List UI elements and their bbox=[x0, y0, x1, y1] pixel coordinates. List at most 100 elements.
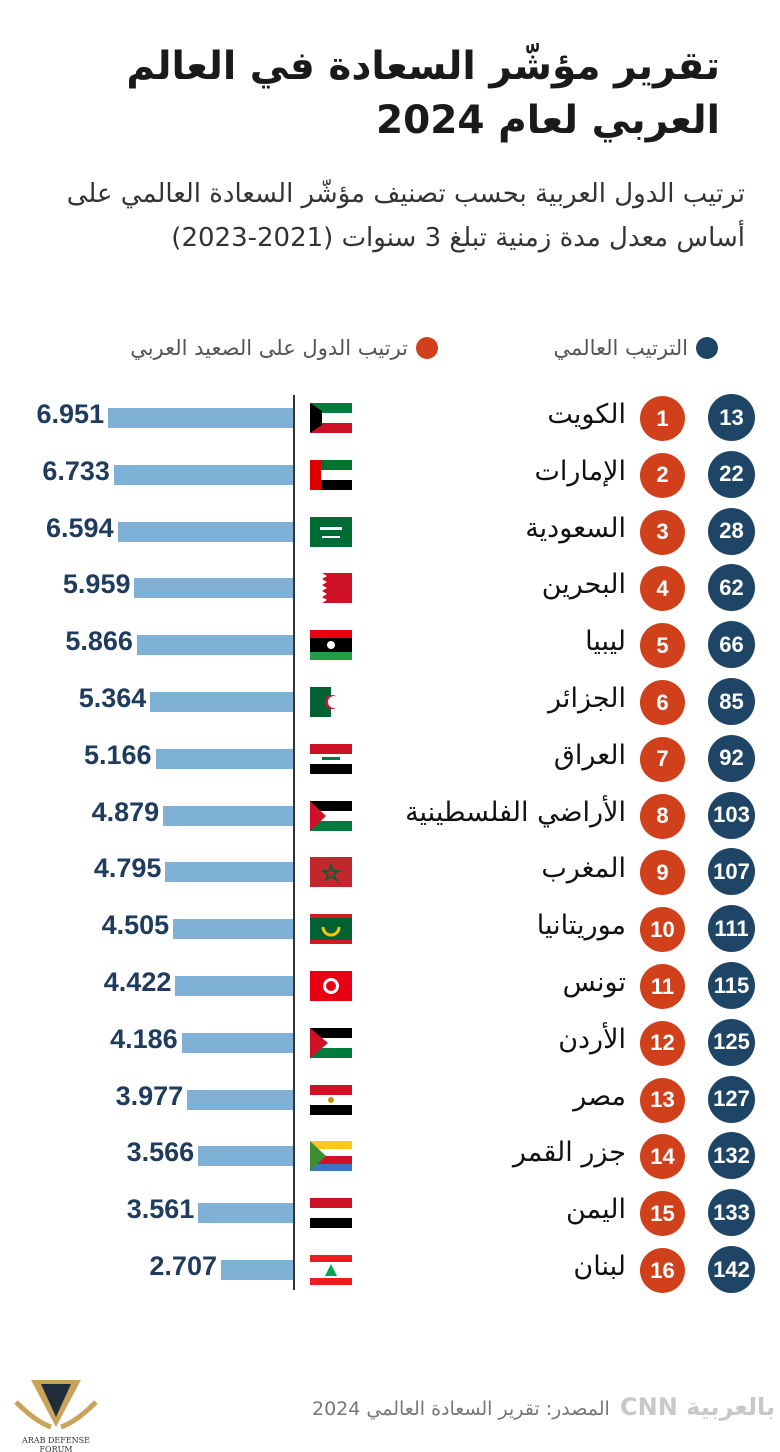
value-label: 4.879 bbox=[91, 796, 160, 827]
iraq-flag-icon bbox=[310, 743, 352, 774]
arab-rank-badge: 11 bbox=[640, 964, 685, 1009]
world-rank-badge: 103 bbox=[708, 791, 755, 839]
world-rank-badge: 22 bbox=[708, 450, 755, 498]
world-rank-badge: 66 bbox=[708, 621, 755, 669]
bar bbox=[150, 692, 293, 712]
bar bbox=[165, 862, 293, 883]
arab-rank-badge: 6 bbox=[640, 680, 685, 725]
arab-rank-badge: 8 bbox=[640, 793, 685, 839]
country-name: الإمارات bbox=[534, 455, 626, 487]
country-name: اليمن bbox=[565, 1194, 626, 1226]
bar bbox=[117, 521, 293, 542]
world-rank-badge: 92 bbox=[708, 734, 755, 782]
arab-rank-badge: 9 bbox=[640, 850, 685, 896]
palestine-flag-icon bbox=[310, 800, 352, 831]
saudi-flag-icon bbox=[310, 516, 352, 547]
bahrain-flag-icon bbox=[310, 573, 352, 604]
world-rank-badge: 13 bbox=[708, 394, 755, 441]
bar bbox=[175, 976, 293, 996]
legend-arab-label: ترتيب الدول على الصعيد العربي bbox=[130, 336, 408, 360]
chart-row: 3.566 جزر القمر 14 132 bbox=[0, 1131, 780, 1181]
world-rank-badge: 127 bbox=[708, 1075, 755, 1123]
morocco-flag-icon bbox=[310, 857, 352, 888]
value-label: 3.977 bbox=[115, 1080, 184, 1111]
kuwait-flag-icon bbox=[310, 403, 352, 433]
arab-rank-badge: 2 bbox=[640, 452, 685, 498]
country-name: السعودية bbox=[525, 512, 626, 544]
value-label: 6.594 bbox=[46, 512, 114, 543]
jordan-flag-icon bbox=[310, 1027, 352, 1058]
country-name: المغرب bbox=[541, 853, 626, 885]
arab-rank-badge: 16 bbox=[640, 1248, 685, 1293]
chart-row: 5.959 البحرين 4 62 bbox=[0, 563, 780, 613]
world-rank-badge: 133 bbox=[708, 1189, 755, 1237]
world-dot-icon bbox=[696, 337, 718, 359]
chart-row: 4.879 الأراضي الفلسطينية 8 103 bbox=[0, 791, 780, 841]
world-rank-badge: 115 bbox=[708, 962, 755, 1009]
value-label: 2.707 bbox=[149, 1251, 217, 1281]
bar bbox=[136, 635, 293, 656]
chart-row: 4.422 تونس 11 115 bbox=[0, 961, 780, 1011]
country-name: ليبيا bbox=[585, 626, 626, 658]
chart-row: 6.733 الإمارات 2 22 bbox=[0, 450, 780, 500]
chart-row: 3.977 مصر 13 127 bbox=[0, 1075, 780, 1125]
arab-rank-badge: 10 bbox=[640, 907, 685, 953]
world-rank-badge: 85 bbox=[708, 678, 755, 725]
legend-world: الترتيب العالمي bbox=[554, 336, 718, 360]
bar bbox=[198, 1146, 293, 1167]
yemen-flag-icon bbox=[310, 1198, 352, 1229]
arab-defense-forum-logo: ARAB DEFENSE FORUM bbox=[6, 1372, 106, 1452]
country-name: الكويت bbox=[547, 399, 626, 430]
world-rank-badge: 132 bbox=[708, 1132, 755, 1180]
arab-rank-badge: 14 bbox=[640, 1134, 685, 1180]
bar bbox=[113, 464, 293, 485]
chart-row: 6.951 الكويت 1 13 bbox=[0, 393, 780, 443]
country-name: مصر bbox=[573, 1080, 626, 1112]
value-label: 5.364 bbox=[78, 683, 147, 713]
mauritania-flag-icon bbox=[310, 914, 352, 945]
chart-row: 5.364 الجزائر 6 85 bbox=[0, 677, 780, 727]
chart-row: 4.186 الأردن 12 125 bbox=[0, 1018, 780, 1068]
arab-rank-badge: 7 bbox=[640, 736, 685, 782]
arab-rank-badge: 15 bbox=[640, 1191, 685, 1237]
subtitle: ترتيب الدول العربية بحسب تصنيف مؤشّر الس… bbox=[66, 179, 745, 253]
lebanon-flag-icon bbox=[310, 1255, 352, 1285]
bar bbox=[163, 805, 293, 826]
value-label: 5.959 bbox=[62, 569, 131, 600]
country-name: الجزائر bbox=[548, 683, 626, 714]
chart-row: 2.707 لبنان 16 142 bbox=[0, 1245, 780, 1295]
value-label: 5.166 bbox=[84, 739, 152, 770]
country-name: تونس bbox=[562, 967, 626, 998]
country-name: البحرين bbox=[541, 569, 626, 601]
bar bbox=[134, 578, 293, 599]
value-label: 6.733 bbox=[42, 455, 110, 486]
algeria-flag-icon bbox=[310, 687, 352, 717]
bar bbox=[220, 1260, 293, 1280]
bar bbox=[155, 748, 293, 769]
bar bbox=[108, 408, 293, 428]
value-label: 4.422 bbox=[103, 967, 172, 997]
chart-row: 4.505 موريتانيا 10 111 bbox=[0, 904, 780, 954]
world-rank-badge: 142 bbox=[708, 1246, 755, 1293]
world-rank-badge: 28 bbox=[708, 507, 755, 555]
bar bbox=[198, 1203, 293, 1224]
world-rank-badge: 107 bbox=[708, 848, 755, 896]
legend-world-label: الترتيب العالمي bbox=[553, 336, 688, 360]
bar bbox=[181, 1032, 293, 1053]
country-name: لبنان bbox=[573, 1251, 626, 1282]
tunisia-flag-icon bbox=[310, 971, 352, 1001]
arab-rank-badge: 4 bbox=[640, 566, 685, 612]
chart-row: 5.166 العراق 7 92 bbox=[0, 734, 780, 784]
comoros-flag-icon bbox=[310, 1141, 352, 1172]
value-label: 4.795 bbox=[93, 853, 162, 884]
source-text: المصدر: تقرير السعادة العالمي 2024 bbox=[312, 1398, 610, 1420]
legend-arab: ترتيب الدول على الصعيد العربي bbox=[130, 336, 438, 360]
arab-dot-icon bbox=[416, 337, 438, 359]
value-label: 3.566 bbox=[126, 1137, 195, 1168]
country-name: الأراضي الفلسطينية bbox=[405, 796, 626, 828]
world-rank-badge: 62 bbox=[708, 564, 755, 612]
world-rank-badge: 111 bbox=[708, 905, 755, 953]
world-rank-badge: 125 bbox=[708, 1018, 755, 1066]
arab-rank-badge: 3 bbox=[640, 509, 685, 555]
